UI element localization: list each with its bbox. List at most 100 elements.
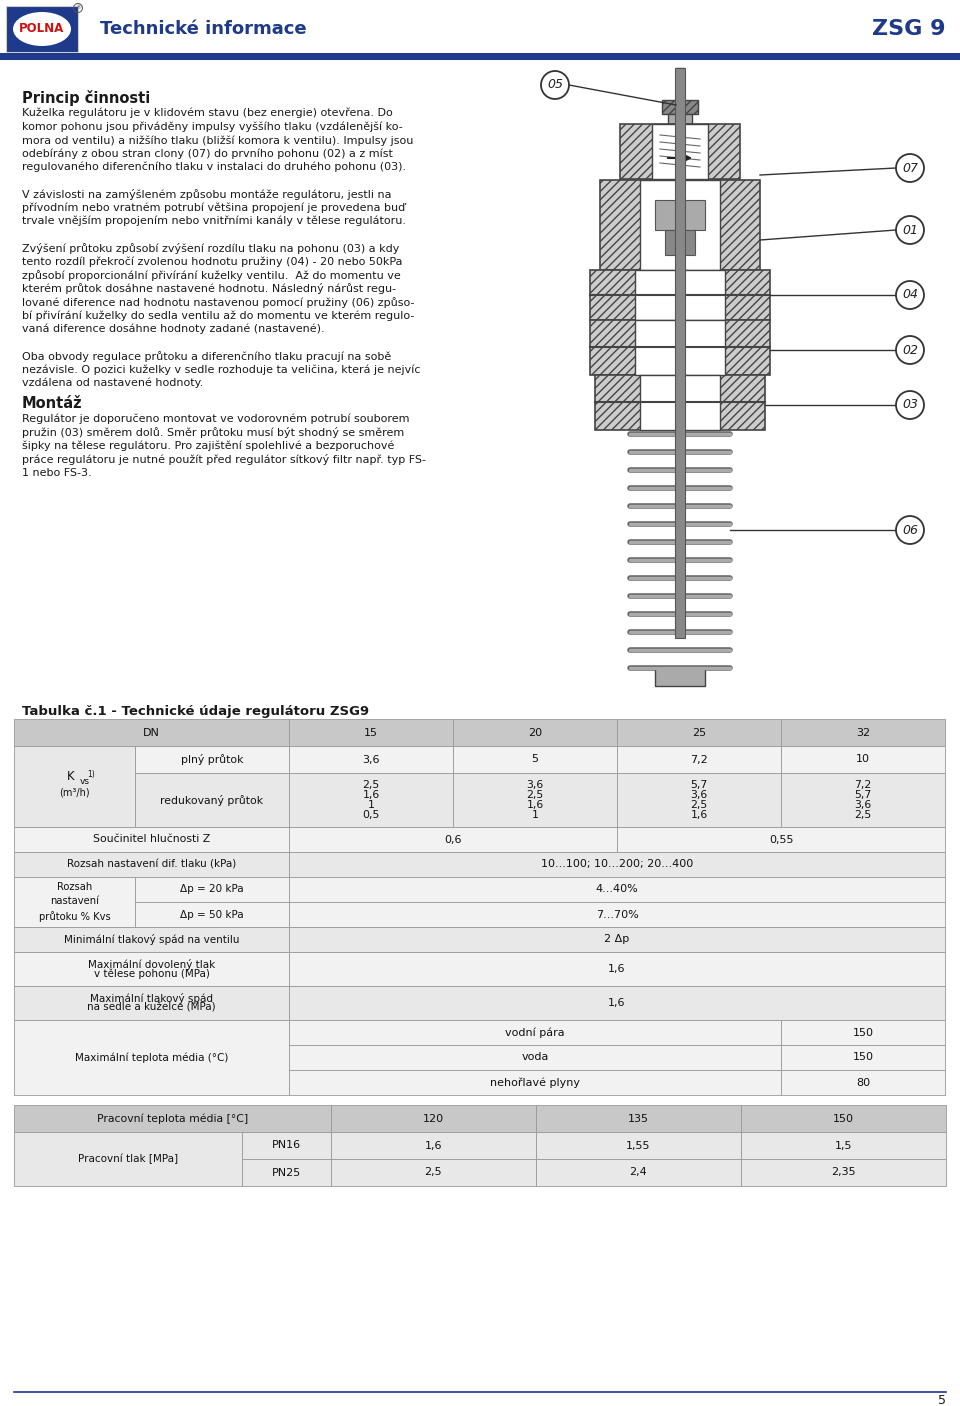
Text: 150: 150 <box>833 1114 854 1123</box>
Bar <box>617 747 781 773</box>
Text: 5: 5 <box>532 755 539 765</box>
Text: 0,5: 0,5 <box>362 810 379 820</box>
Text: Oba obvody regulace průtoku a diferenčního tlaku pracují na sobě: Oba obvody regulace průtoku a diferenční… <box>22 352 392 361</box>
Text: 1,6: 1,6 <box>609 965 626 974</box>
Text: 7...70%: 7...70% <box>595 910 638 920</box>
Text: Součinitel hlučnosti Z: Součinitel hlučnosti Z <box>93 835 210 845</box>
Bar <box>331 1105 536 1132</box>
Text: nehořlavé plyny: nehořlavé plyny <box>490 1077 580 1088</box>
Circle shape <box>896 281 924 309</box>
Text: 2,5: 2,5 <box>690 800 708 810</box>
Bar <box>14 1105 331 1132</box>
Text: plný průtok: plný průtok <box>180 754 243 765</box>
Text: 2,5: 2,5 <box>526 790 543 800</box>
Text: 2,4: 2,4 <box>630 1167 647 1177</box>
Text: 7,2: 7,2 <box>854 780 872 790</box>
Text: 20: 20 <box>528 727 542 738</box>
Bar <box>289 1045 781 1070</box>
Text: 03: 03 <box>902 398 918 412</box>
Bar <box>289 986 945 1019</box>
Bar <box>676 67 684 103</box>
Bar <box>781 718 945 747</box>
Bar <box>536 1132 741 1159</box>
Text: přívodním nebo vratném potrubí většina propojení je provedena buď: přívodním nebo vratném potrubí většina p… <box>22 202 405 212</box>
Text: vaná diference dosáhne hodnoty zadané (nastavené).: vaná diference dosáhne hodnoty zadané (n… <box>22 323 324 335</box>
Text: 07: 07 <box>902 162 918 174</box>
Bar <box>331 1132 536 1159</box>
Circle shape <box>896 217 924 245</box>
Text: komor pohonu jsou přiváděny impulsy vyššího tlaku (vzdálenější ko-: komor pohonu jsou přiváděny impulsy vyšš… <box>22 121 403 132</box>
Circle shape <box>541 70 569 98</box>
Bar <box>0 53 960 60</box>
Text: 01: 01 <box>902 224 918 236</box>
Circle shape <box>896 336 924 364</box>
Text: POLNA: POLNA <box>19 22 64 35</box>
Bar <box>635 270 725 321</box>
Bar <box>536 1159 741 1187</box>
Text: PN25: PN25 <box>272 1167 301 1177</box>
Text: redukovaný průtok: redukovaný průtok <box>160 794 264 806</box>
Bar <box>242 1132 331 1159</box>
Text: 120: 120 <box>422 1114 444 1123</box>
Bar <box>289 952 945 986</box>
Text: 5: 5 <box>938 1393 946 1406</box>
Bar <box>536 1105 741 1132</box>
Text: 1: 1 <box>532 810 539 820</box>
Bar <box>0 0 960 58</box>
Bar <box>655 668 705 686</box>
Bar <box>289 718 453 747</box>
Bar <box>665 231 695 254</box>
Ellipse shape <box>13 13 71 46</box>
Bar <box>590 270 770 321</box>
Text: šipky na tělese regulátoru. Pro zajištění spolehlivé a bezporuchové: šipky na tělese regulátoru. Pro zajištěn… <box>22 440 395 451</box>
Text: 0,55: 0,55 <box>769 835 793 845</box>
Text: 5,7: 5,7 <box>690 780 708 790</box>
Text: Pracovní tlak [MPa]: Pracovní tlak [MPa] <box>78 1154 179 1164</box>
Bar <box>453 747 617 773</box>
Bar <box>289 773 453 827</box>
Text: 10: 10 <box>856 755 870 765</box>
Text: 3,6: 3,6 <box>362 755 380 765</box>
Text: trvale vnějším propojením nebo vnitřními kanály v tělese regulátoru.: trvale vnějším propojením nebo vnitřními… <box>22 217 406 226</box>
Bar <box>617 773 781 827</box>
Bar <box>289 877 945 903</box>
Text: 06: 06 <box>902 523 918 537</box>
Text: ®: ® <box>75 6 82 10</box>
Text: Technické informace: Technické informace <box>100 20 306 38</box>
Text: 80: 80 <box>856 1077 870 1087</box>
Text: 1,6: 1,6 <box>526 800 543 810</box>
Bar <box>781 1045 945 1070</box>
Bar <box>741 1105 946 1132</box>
Text: nezávisle. O pozici kuželky v sedle rozhoduje ta veličina, která je nejvíc: nezávisle. O pozici kuželky v sedle rozh… <box>22 364 420 375</box>
Text: Maximální teplota média (°C): Maximální teplota média (°C) <box>75 1052 228 1063</box>
Bar <box>781 747 945 773</box>
Text: regulovaného diferenčního tlaku v instalaci do druhého pohonu (03).: regulovaného diferenčního tlaku v instal… <box>22 162 406 173</box>
Text: na sedle a kuželce (MPa): na sedle a kuželce (MPa) <box>87 1002 216 1012</box>
Bar <box>289 903 945 927</box>
Bar <box>14 827 289 852</box>
Text: Zvýšení průtoku způsobí zvýšení rozdílu tlaku na pohonu (03) a kdy: Zvýšení průtoku způsobí zvýšení rozdílu … <box>22 243 399 254</box>
Text: Rozsah nastavení dif. tlaku (kPa): Rozsah nastavení dif. tlaku (kPa) <box>67 859 236 869</box>
Text: 4...40%: 4...40% <box>595 884 638 894</box>
Circle shape <box>896 516 924 544</box>
Text: 2,5: 2,5 <box>424 1167 443 1177</box>
Bar <box>453 773 617 827</box>
Bar <box>620 124 740 179</box>
Text: v tělese pohonu (MPa): v tělese pohonu (MPa) <box>93 969 209 979</box>
Text: 1,55: 1,55 <box>626 1140 651 1150</box>
Text: 3,6: 3,6 <box>854 800 872 810</box>
Bar <box>135 877 289 903</box>
Text: způsobí proporcionální přivírání kuželky ventilu.  Až do momentu ve: způsobí proporcionální přivírání kuželky… <box>22 270 400 281</box>
Text: (m³/h): (m³/h) <box>60 787 90 797</box>
Text: 25: 25 <box>692 727 707 738</box>
Bar <box>668 114 692 124</box>
Bar <box>741 1132 946 1159</box>
Text: 3,6: 3,6 <box>526 780 543 790</box>
Text: lované diference nad hodnotu nastavenou pomocí pružiny (06) způso-: lované diference nad hodnotu nastavenou … <box>22 297 415 308</box>
Circle shape <box>896 155 924 181</box>
Text: voda: voda <box>521 1053 549 1063</box>
Bar <box>662 100 698 114</box>
Bar <box>453 718 617 747</box>
Bar <box>781 1019 945 1045</box>
Text: 150: 150 <box>852 1028 874 1038</box>
